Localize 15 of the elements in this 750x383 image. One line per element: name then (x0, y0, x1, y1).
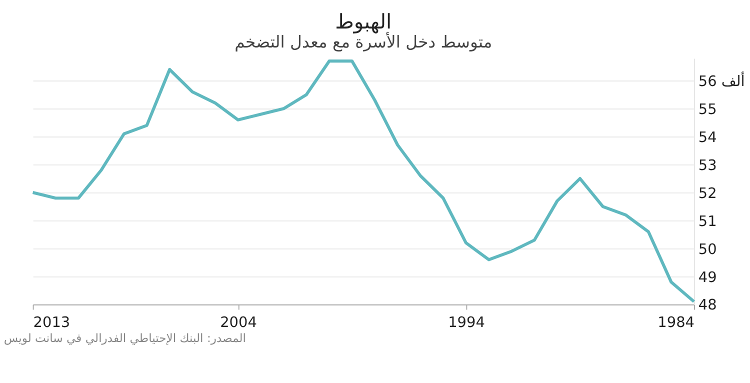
y-tick-label: 52 (698, 186, 717, 202)
y-tick-label: 54 (698, 130, 717, 146)
y-tick-label: 48 (698, 298, 717, 314)
y-tick-label: 50 (698, 242, 717, 258)
x-tick-label: 1994 (448, 315, 485, 332)
chart-title: الهبوط (335, 9, 392, 34)
x-tick-label: 2013 (33, 315, 70, 332)
y-tick-label: 49 (698, 270, 717, 286)
y-tick-label: 53 (698, 158, 717, 174)
y-tick-label: 55 (698, 102, 717, 118)
x-tick-label: 1984 (658, 315, 694, 332)
y-tick-label: 56 ألف (698, 70, 745, 90)
text: المصدر: البنك الإحتياطي الفدرالي في سانت لويس (4, 331, 246, 346)
y-tick-label: 51 (698, 214, 717, 230)
x-tick-label: 2004 (220, 315, 257, 332)
